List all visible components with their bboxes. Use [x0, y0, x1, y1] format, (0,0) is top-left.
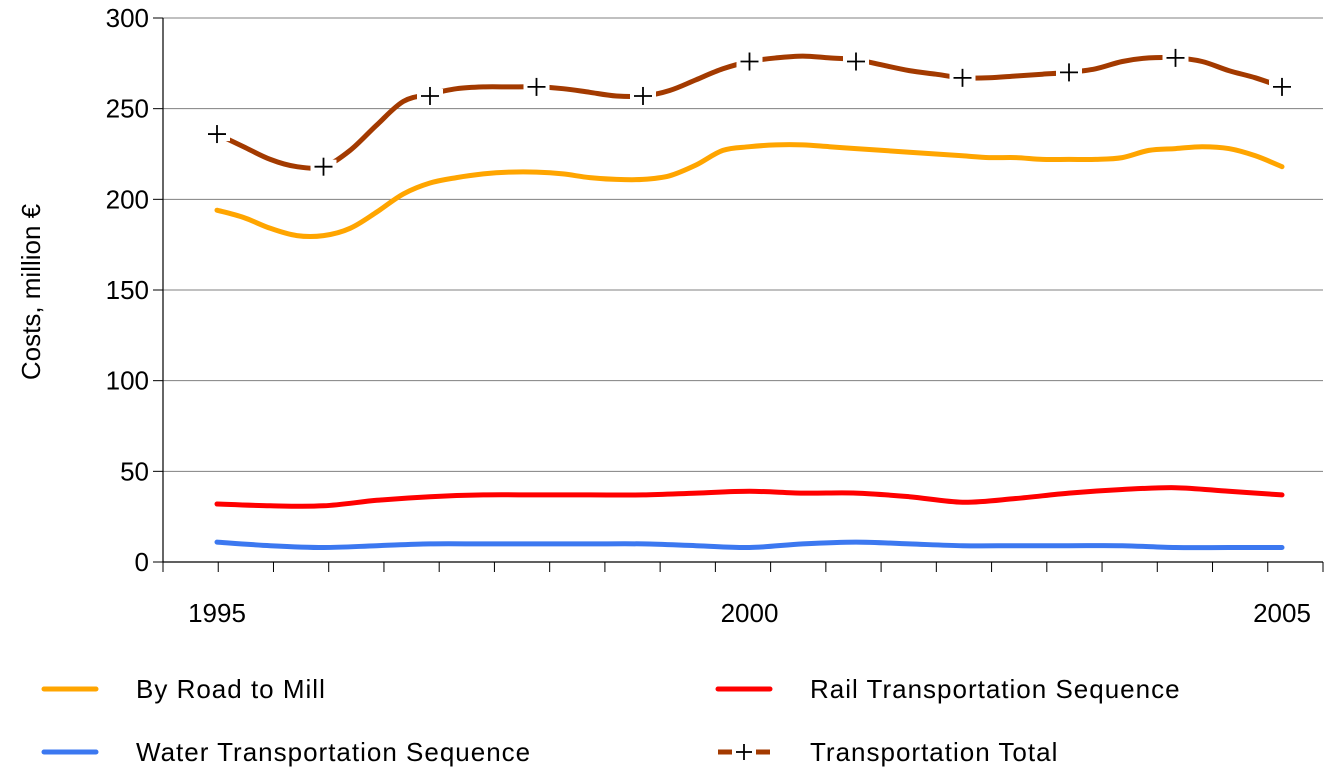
series-transportation-total: [204, 48, 1295, 176]
data-point-marker: [1269, 77, 1295, 96]
y-tick-label: 200: [106, 184, 149, 214]
data-point-marker: [630, 86, 656, 105]
legend: By Road to Mill Rail Transportation Seque…: [41, 674, 1181, 767]
x-axis-ticks: 1995 2000 2005: [162, 562, 1324, 628]
data-point-marker: [417, 86, 443, 105]
data-point-marker: [310, 157, 337, 176]
legend-label: Rail Transportation Sequence: [810, 674, 1181, 704]
legend-label: Transportation Total: [810, 737, 1058, 767]
legend-item-transportation-total: Transportation Total: [718, 737, 1058, 767]
rail-transportation-sequence-line: [214, 485, 1285, 509]
data-point-marker: [949, 68, 976, 87]
y-axis-label: Costs, million €: [16, 203, 46, 380]
y-tick-label: 0: [135, 547, 149, 577]
legend-item-by-road-to-mill: By Road to Mill: [41, 674, 326, 704]
series-rail-transportation-sequence: [214, 485, 1285, 509]
series-water-transportation-sequence: [214, 539, 1285, 551]
y-tick-label: 100: [106, 366, 149, 396]
series-lines: [204, 48, 1295, 551]
data-point-marker: [523, 77, 550, 96]
transportation-total-line: [214, 53, 1285, 171]
y-tick-label: 300: [106, 3, 149, 33]
legend-item-water-transportation-sequence: Water Transportation Sequence: [41, 737, 531, 767]
legend-label: Water Transportation Sequence: [136, 737, 531, 767]
x-tick-label: 2000: [721, 598, 779, 628]
gridlines: [163, 17, 1323, 472]
data-point-marker: [736, 52, 763, 71]
y-tick-label: 250: [106, 94, 149, 124]
data-point-marker: [204, 125, 230, 144]
y-tick-label: 150: [106, 275, 149, 305]
x-tick-label: 2005: [1253, 598, 1311, 628]
data-point-marker: [1056, 63, 1082, 82]
legend-item-rail-transportation-sequence: Rail Transportation Sequence: [715, 674, 1181, 704]
x-tick-label: 1995: [188, 598, 246, 628]
data-point-marker: [843, 52, 869, 71]
y-axis-ticks: 0 50 100 150 200 250 300: [106, 3, 163, 577]
series-by-road-to-mill: [214, 142, 1285, 239]
by-road-to-mill-line: [214, 142, 1285, 239]
water-transportation-sequence-line: [214, 539, 1285, 551]
legend-label: By Road to Mill: [136, 674, 326, 704]
y-tick-label: 50: [120, 456, 149, 486]
data-point-marker: [1162, 48, 1189, 67]
